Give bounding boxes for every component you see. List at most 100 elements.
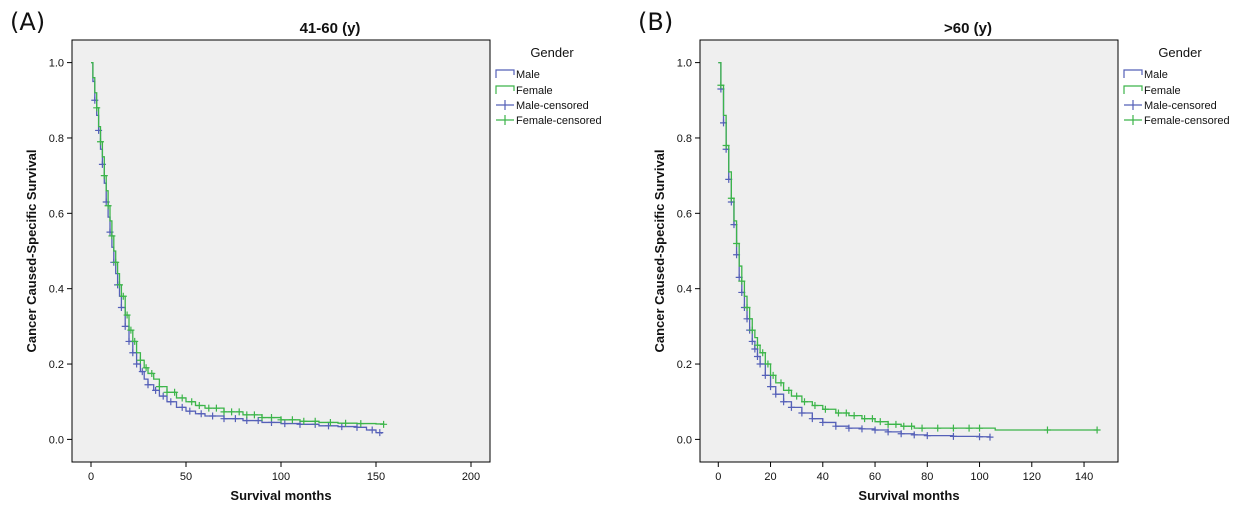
chart-title-b: >60 (y) [944, 20, 992, 37]
series-female-censor-mark [949, 424, 957, 432]
series-female-censor-mark [100, 172, 108, 180]
series-male-censor-mark [220, 415, 228, 423]
series-male-censor-mark [772, 390, 780, 398]
x-axis-a: 0 50 100 150 200 [88, 462, 480, 483]
series-female-censor-mark [127, 326, 135, 334]
chart-title-a: 41-60 (y) [300, 20, 361, 37]
series-female-censor-mark [861, 415, 869, 423]
legend-male-label-a: Male [516, 69, 540, 81]
legend-entry-female-censored-b: Female-censored [1124, 115, 1230, 127]
legend-entry-male-a: Male [495, 69, 540, 81]
series-male-censor-mark [121, 322, 129, 330]
x-tick-label: 120 [1023, 471, 1041, 483]
series-female-censor-mark [908, 422, 916, 430]
legend-b: Gender Male Female Male-censored Female-… [1123, 45, 1230, 127]
series-female-censor-mark [717, 81, 725, 89]
series-female-censor-mark [821, 405, 829, 413]
y-axis-b: 0.0 0.2 0.4 0.6 0.8 1.0 [677, 58, 700, 446]
legend-a: Gender Male Female Male-censored Female-… [495, 45, 602, 127]
series-female-censor-mark [142, 364, 150, 372]
series-female-censor-mark [900, 422, 908, 430]
series-female-censor-mark [131, 337, 139, 345]
series-female-censor-mark [801, 398, 808, 406]
series-male-censor-mark [159, 392, 167, 400]
series-female-censor-mark [785, 386, 793, 394]
series-female-censor-mark [104, 202, 112, 210]
series-male-censor-mark [281, 420, 289, 428]
series-male-censor-mark [976, 433, 984, 441]
y-tick-label: 0.2 [49, 359, 64, 371]
series-female-censor-mark [934, 424, 942, 432]
series-male-censor-mark [858, 425, 866, 433]
series-male-censor-mark [209, 412, 217, 420]
series-female-censor-mark [108, 232, 116, 240]
series-female-censor-mark [777, 379, 785, 387]
series-female-censor-mark [764, 360, 772, 368]
series-layer-b [717, 61, 1101, 441]
series-female-censor-mark [163, 388, 171, 396]
panel-a: (A) 41-60 (y) 0.0 0.2 0.4 0.6 0.8 1.0 0 50 100 1… [10, 8, 602, 503]
legend-female-censored-swatch-b [1124, 115, 1142, 125]
legend-female-censored-swatch-a [496, 115, 514, 125]
series-female-censor-mark [884, 420, 892, 428]
series-female-censor-mark [1043, 426, 1051, 434]
series-male-censor-mark [753, 353, 761, 360]
series-female-censor-mark [380, 420, 388, 428]
legend-title-b: Gender [1158, 45, 1202, 60]
series-male-censor-mark [186, 407, 194, 415]
series-female-censor-mark [123, 311, 131, 319]
series-male-censor-mark [832, 422, 840, 430]
series-female-censor-mark [892, 420, 900, 428]
series-female-censor-mark [753, 341, 761, 349]
series-male-censor-mark [254, 417, 262, 425]
series-male-censor-mark [949, 432, 957, 440]
series-female-censor-mark [178, 394, 186, 402]
x-tick-label: 150 [367, 471, 385, 483]
series-male-censor-mark [780, 398, 788, 406]
plot-area-a [71, 39, 491, 463]
series-male-censor-mark [138, 368, 146, 376]
x-axis-label-a: Survival months [230, 488, 331, 503]
legend-entry-male-b: Male [1123, 69, 1168, 81]
series-female-censor-mark [1093, 426, 1101, 434]
series-female-censor-mark [235, 408, 243, 416]
series-female-censor-mark [148, 369, 156, 377]
legend-male-censored-swatch-a [496, 100, 514, 110]
x-tick-label: 0 [715, 471, 721, 483]
series-female-censor-mark [220, 408, 228, 416]
x-tick-label: 140 [1075, 471, 1093, 483]
series-female-censor-mark [793, 392, 801, 400]
panel-label-b: (B) [638, 8, 673, 36]
series-female-censor-mark [258, 414, 266, 422]
series-female-censor-mark [228, 408, 236, 416]
x-tick-label: 40 [817, 471, 829, 483]
series-male-censor-mark [133, 360, 141, 368]
series-female-censor-mark [743, 304, 751, 312]
series-male-censor-mark [986, 433, 994, 441]
series-male-censor-mark [129, 349, 137, 357]
x-axis-label-b: Survival months [858, 488, 959, 503]
y-tick-label: 1.0 [49, 58, 64, 70]
series-male-censor-mark [231, 415, 239, 423]
series-male-censor-mark [144, 381, 152, 389]
series-female-censor-mark [300, 417, 308, 425]
series-female-censor-mark [250, 411, 258, 419]
series-male-censor-mark [871, 426, 879, 434]
y-axis-label-b: Cancer Caused-Specific Survival [652, 149, 667, 352]
legend-title-a: Gender [530, 45, 574, 60]
legend-entry-male-censored-a: Male-censored [496, 100, 589, 112]
series-male-censor-mark [845, 424, 853, 432]
series-female-censor-mark [195, 401, 203, 409]
series-male-censor-mark [197, 410, 205, 418]
series-male-censor-mark [167, 398, 175, 406]
series-female-censor-mark [119, 292, 127, 300]
series-layer-a [91, 61, 388, 437]
panel-b: (B) >60 (y) 0.0 0.2 0.4 0.6 0.8 1.0 0 20 40 60 80… [638, 8, 1230, 503]
legend-female-swatch-a [495, 85, 515, 94]
series-female-censor-mark [976, 424, 984, 432]
series-male-censor-mark [751, 345, 759, 353]
series-male-censor-mark [117, 304, 125, 312]
legend-male-censored-label-a: Male-censored [516, 100, 589, 112]
series-female-censor-mark [357, 420, 365, 428]
y-tick-label: 0.4 [677, 284, 692, 296]
